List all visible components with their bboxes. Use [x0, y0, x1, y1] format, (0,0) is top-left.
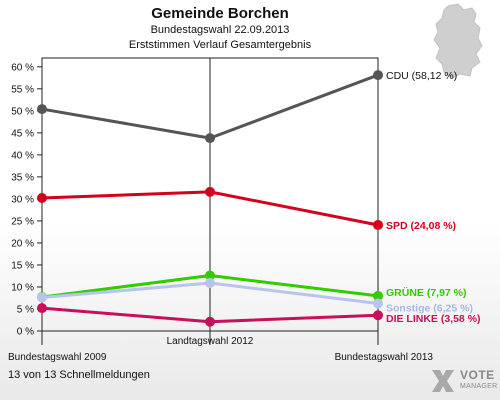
y-tick-label: 55 % [11, 84, 34, 95]
data-point-gruene [373, 290, 383, 301]
germany-map-icon [420, 2, 498, 80]
footer-note: 13 von 13 Schnellmeldungen [8, 369, 150, 381]
chart-title: Gemeinde Borchen [151, 5, 289, 22]
y-tick-label: 0 % [17, 327, 34, 338]
series-end-label-cdu: CDU (58,12 %) [386, 70, 457, 82]
data-point-linke [373, 310, 383, 321]
series-end-label-linke: DIE LINKE (3,58 %) [386, 313, 481, 325]
series-end-label-gruene: GRÜNE (7,97 %) [386, 286, 467, 299]
y-tick-label: 40 % [11, 150, 34, 161]
y-tick-label: 45 % [11, 128, 34, 139]
votemanager-logo [428, 366, 498, 398]
chart-subtitle-election: Bundestagswahl 22.09.2013 [150, 24, 290, 36]
data-point-linke [205, 316, 215, 327]
y-tick-label: 30 % [11, 194, 34, 205]
data-point-cdu [37, 104, 47, 115]
data-point-spd [205, 186, 215, 197]
chart-subtitle-description: Erststimmen Verlauf Gesamtergebnis [128, 39, 312, 51]
y-tick-label: 60 % [11, 62, 34, 73]
x-tick-label: Bundestagswahl 2013 [335, 352, 434, 363]
data-point-spd [37, 193, 47, 204]
data-point-sonstige [37, 292, 47, 303]
data-point-gruene [205, 270, 215, 281]
y-tick-label: 5 % [17, 304, 34, 315]
series-end-label-sonstige: Sonstige (6,25 %) [386, 302, 473, 314]
y-tick-label: 50 % [11, 106, 34, 117]
data-point-cdu [373, 70, 383, 81]
logo-text-manager: MANAGER [460, 383, 498, 390]
data-point-sonstige [205, 278, 215, 289]
series-end-label-spd: SPD (24,08 %) [386, 220, 456, 232]
x-tick-label: Bundestagswahl 2009 [8, 352, 107, 363]
y-tick-label: 35 % [11, 172, 34, 183]
y-tick-label: 10 % [11, 282, 34, 293]
y-tick-label: 25 % [11, 216, 34, 227]
data-point-spd [373, 219, 383, 230]
y-tick-label: 15 % [11, 260, 34, 271]
y-tick-label: 20 % [11, 238, 34, 249]
logo-text-vote: VOTE [460, 368, 495, 382]
data-point-cdu [205, 133, 215, 144]
data-point-linke [37, 303, 47, 314]
x-tick-label: Landtagswahl 2012 [167, 336, 254, 347]
data-point-sonstige [373, 298, 383, 309]
